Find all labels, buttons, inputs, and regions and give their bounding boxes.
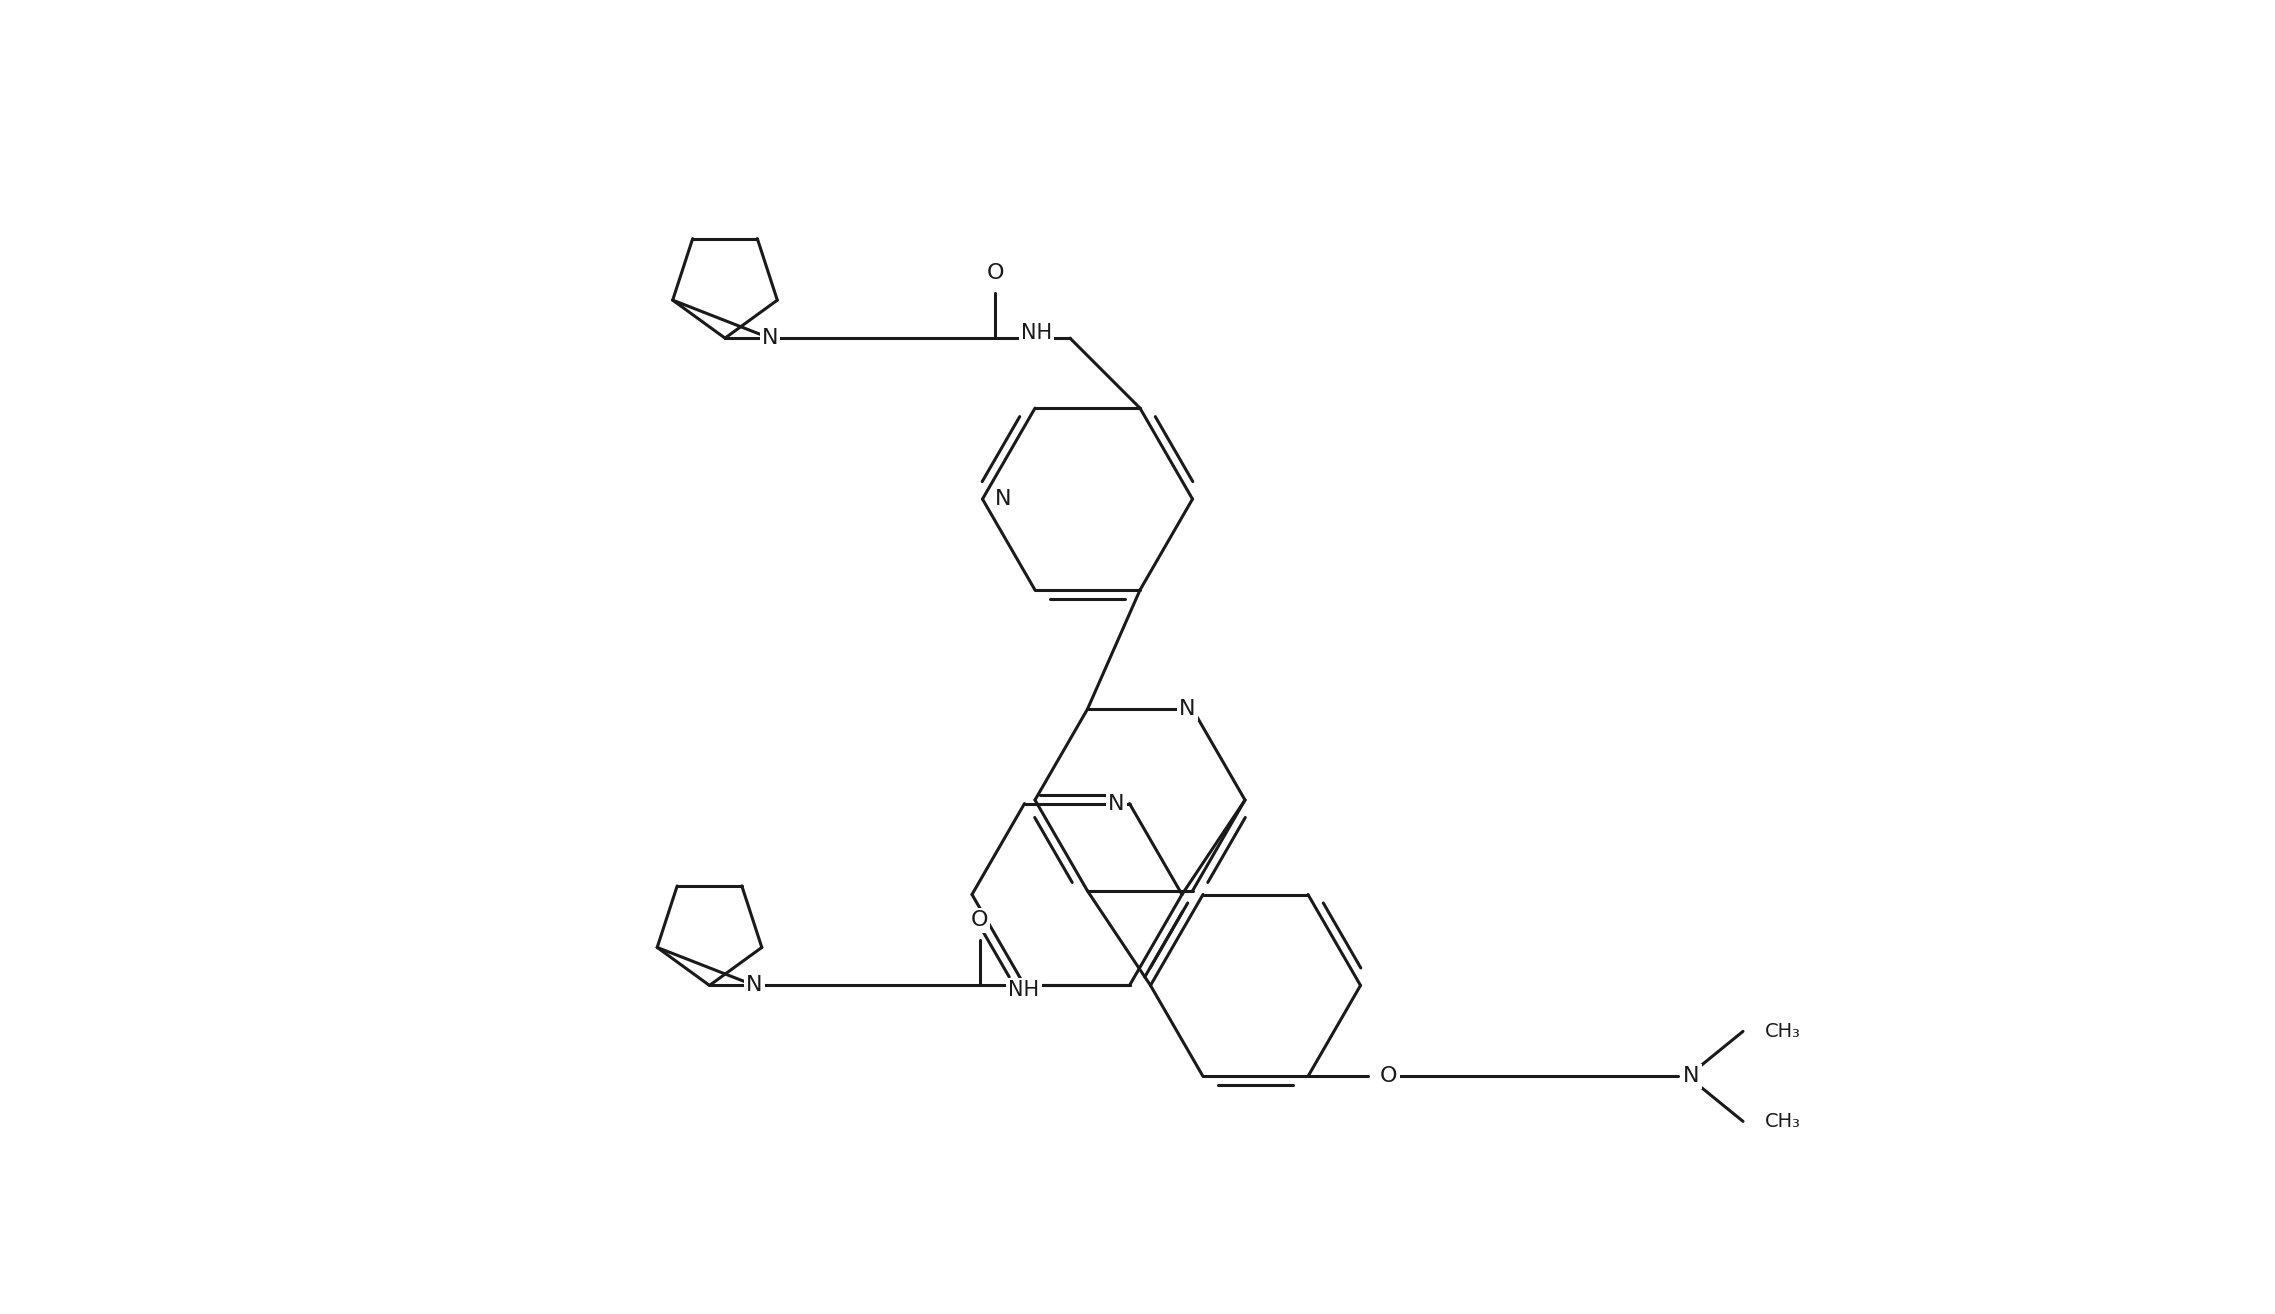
Text: CH₃: CH₃ <box>1765 1022 1802 1041</box>
Text: O: O <box>971 911 987 930</box>
Text: N: N <box>746 975 762 996</box>
Text: NH: NH <box>1008 980 1040 1000</box>
Text: CH₃: CH₃ <box>1765 1112 1802 1131</box>
Text: O: O <box>987 263 1003 283</box>
Text: N: N <box>994 489 1010 509</box>
Text: N: N <box>1178 699 1197 719</box>
Text: O: O <box>1381 1067 1397 1087</box>
Text: N: N <box>1684 1067 1699 1087</box>
Text: N: N <box>1108 794 1124 813</box>
Text: NH: NH <box>1021 323 1051 343</box>
Text: N: N <box>762 328 778 348</box>
